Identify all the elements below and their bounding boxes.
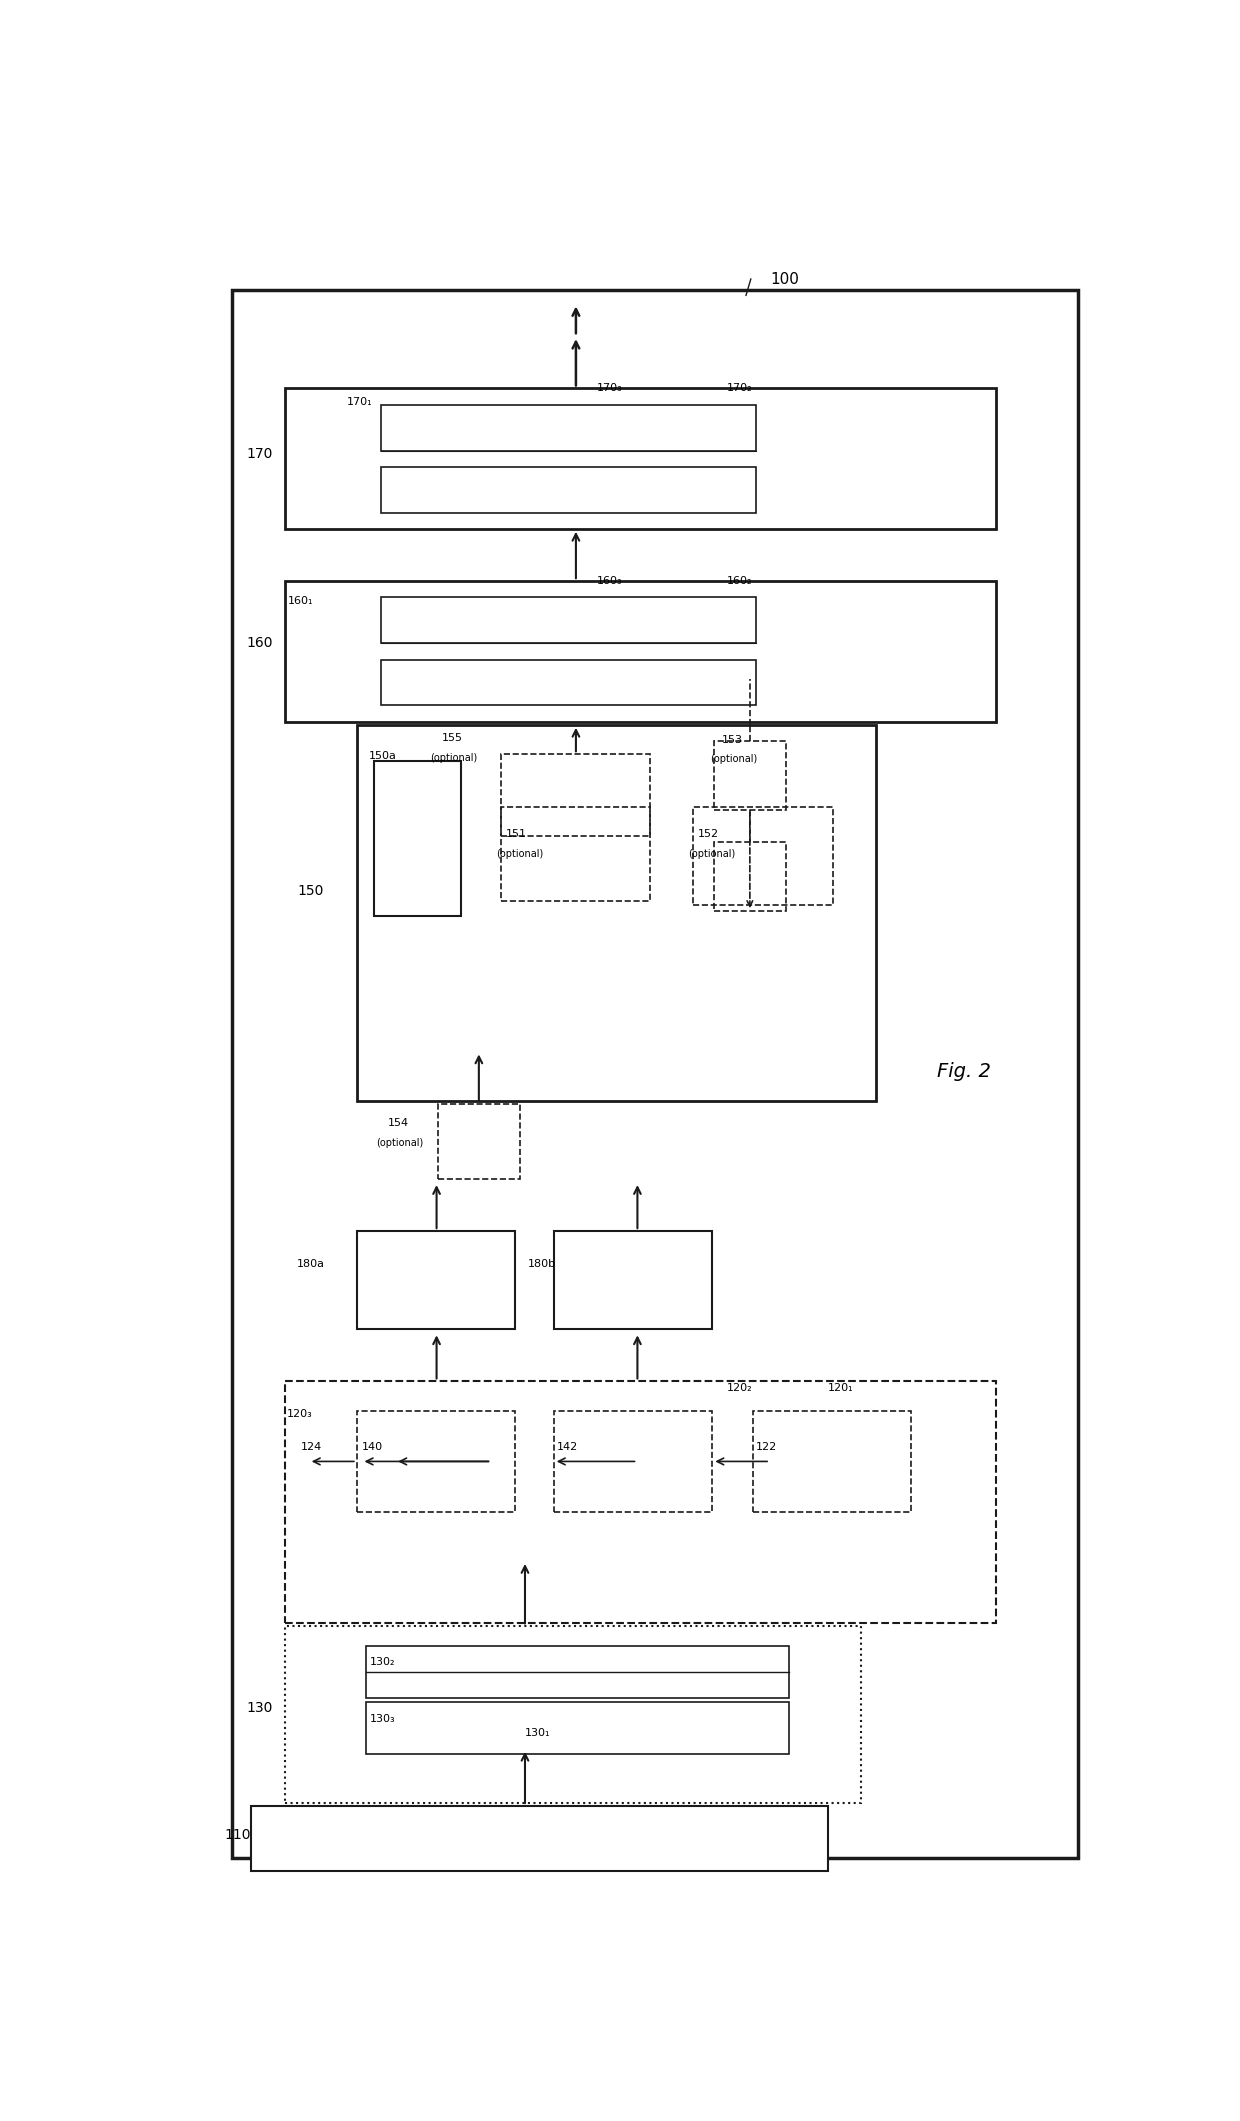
Bar (285, 581, 996, 721)
Text: 160₂: 160₂ (727, 577, 753, 585)
Bar (374, 761, 460, 916)
Text: 130₂: 130₂ (371, 1657, 396, 1667)
Text: 155: 155 (441, 734, 463, 742)
Bar (501, 755, 650, 836)
Text: 170₂: 170₂ (727, 384, 753, 392)
Bar (554, 1230, 712, 1330)
Text: 142: 142 (557, 1442, 578, 1451)
Text: (optional): (optional) (376, 1139, 423, 1147)
Bar (381, 467, 755, 513)
Text: 124: 124 (301, 1442, 322, 1451)
Text: 110: 110 (224, 1828, 250, 1843)
Text: (optional): (optional) (688, 848, 735, 859)
Text: 160: 160 (247, 636, 273, 651)
Bar (554, 1410, 712, 1512)
Text: 180b: 180b (528, 1260, 556, 1268)
Bar (285, 388, 996, 528)
Text: 120₂: 120₂ (727, 1383, 753, 1393)
Bar (357, 725, 875, 1101)
Text: Fig. 2: Fig. 2 (937, 1063, 991, 1080)
Bar (285, 1627, 862, 1803)
Bar (250, 1807, 828, 1871)
Text: 152: 152 (698, 829, 719, 840)
Bar (501, 806, 650, 901)
Bar (693, 806, 832, 904)
Text: 160₃: 160₃ (596, 577, 622, 585)
Bar (714, 740, 786, 810)
Bar (381, 405, 755, 450)
Text: 154: 154 (388, 1118, 409, 1128)
Bar (367, 1646, 789, 1699)
Text: 130: 130 (247, 1701, 273, 1716)
Bar (381, 598, 755, 643)
Bar (357, 1410, 516, 1512)
Text: 100: 100 (770, 271, 799, 286)
Text: 151: 151 (506, 829, 527, 840)
Text: 130₁: 130₁ (525, 1726, 551, 1737)
Text: 170₃: 170₃ (596, 384, 622, 392)
Text: 160₁: 160₁ (288, 596, 314, 607)
Text: (optional): (optional) (711, 755, 758, 764)
Text: 120₃: 120₃ (286, 1408, 312, 1419)
Bar (367, 1701, 789, 1754)
Bar (285, 1381, 996, 1623)
Text: 170: 170 (247, 448, 273, 460)
Text: 140: 140 (362, 1442, 383, 1451)
Text: 170₁: 170₁ (347, 397, 373, 407)
Bar (232, 291, 1078, 1858)
Bar (714, 842, 786, 912)
Text: 150a: 150a (368, 751, 397, 761)
Text: (optional): (optional) (430, 753, 477, 764)
Bar (439, 1103, 521, 1179)
Text: 120₁: 120₁ (828, 1383, 853, 1393)
Text: (optional): (optional) (496, 848, 543, 859)
Text: 122: 122 (755, 1442, 777, 1451)
Bar (753, 1410, 911, 1512)
Text: 180a: 180a (298, 1260, 325, 1268)
Bar (381, 660, 755, 706)
Text: 153: 153 (722, 734, 743, 744)
Bar (357, 1230, 516, 1330)
Text: 150: 150 (298, 884, 324, 899)
Text: 130₃: 130₃ (371, 1714, 396, 1724)
